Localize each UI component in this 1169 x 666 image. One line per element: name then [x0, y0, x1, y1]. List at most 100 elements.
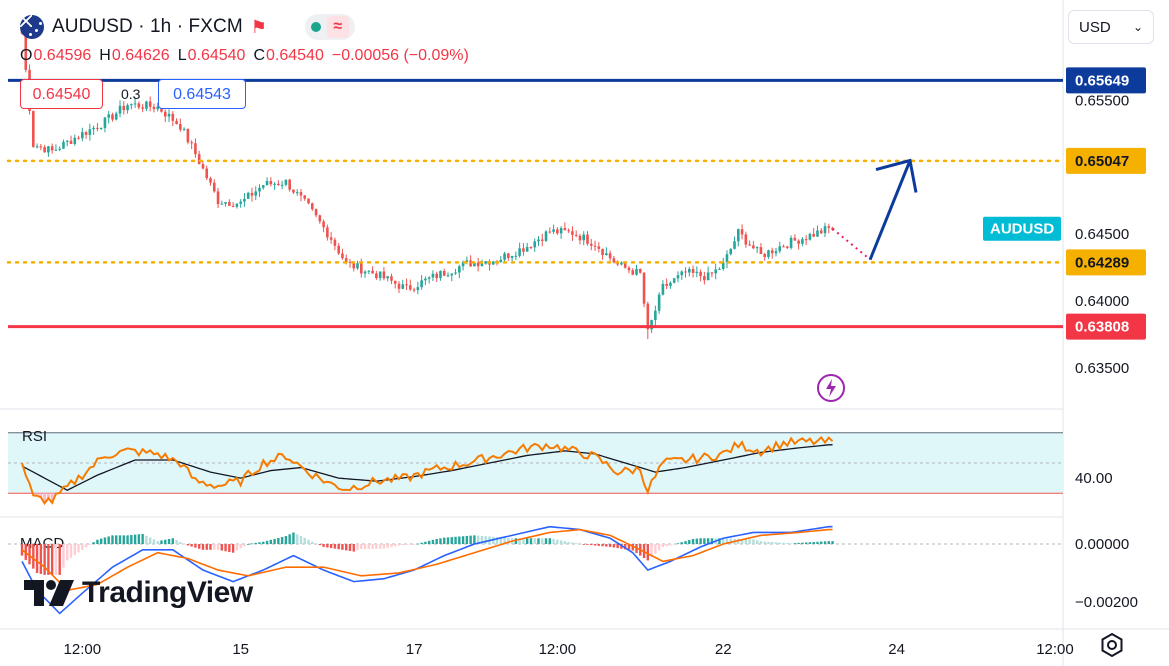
- macd-histogram-bar: [537, 538, 540, 545]
- macd-histogram-bar: [145, 535, 148, 545]
- candle: [386, 276, 389, 282]
- market-flag-icon[interactable]: ⚑: [250, 17, 267, 37]
- currency-select[interactable]: USD ⌄: [1068, 10, 1154, 44]
- candle: [280, 180, 284, 190]
- candle: [99, 127, 103, 131]
- macd-histogram-bar: [386, 544, 389, 548]
- candle: [812, 228, 815, 238]
- macd-histogram-bar: [665, 544, 668, 547]
- macd-histogram-bar: [224, 544, 227, 552]
- macd-histogram-bar: [740, 538, 744, 545]
- candle: [205, 165, 209, 181]
- macd-histogram-bar: [793, 543, 797, 545]
- lightning-alert-icon[interactable]: [816, 373, 846, 403]
- candle: [179, 118, 182, 132]
- level-label-bg: [1066, 249, 1146, 276]
- candle: [571, 226, 574, 241]
- tradingview-logo-icon: [24, 580, 74, 606]
- candle: [488, 259, 491, 271]
- macd-histogram-bar: [484, 536, 487, 545]
- candle: [586, 231, 589, 246]
- macd-histogram-bar: [277, 537, 280, 545]
- macd-histogram-bar: [148, 537, 152, 545]
- settings-gear-icon[interactable]: [1099, 632, 1125, 658]
- symbol-title[interactable]: AUDUSD · 1h · FXCM: [52, 16, 243, 37]
- tradingview-wordmark: TradingView: [82, 576, 253, 609]
- candle: [605, 247, 608, 256]
- candle: [442, 268, 446, 277]
- macd-histogram-bar: [156, 541, 159, 545]
- macd-histogram-bar: [54, 544, 58, 575]
- macd-histogram-bar: [81, 544, 84, 550]
- candle: [427, 276, 431, 284]
- candle: [808, 232, 812, 241]
- candle: [393, 280, 397, 289]
- level-label: 0.65649: [1075, 72, 1129, 89]
- candle: [254, 186, 258, 201]
- macd-histogram-bar: [130, 534, 133, 545]
- macd-histogram-bar: [288, 534, 291, 545]
- candle: [578, 233, 582, 245]
- candle: [246, 191, 250, 199]
- candle: [212, 179, 216, 193]
- macd-histogram-bar: [710, 538, 714, 545]
- macd-histogram-bar: [182, 543, 186, 545]
- sell-button[interactable]: 0.64540: [20, 79, 103, 109]
- candle: [458, 264, 461, 279]
- candle: [220, 200, 224, 205]
- candle: [114, 111, 118, 121]
- market-status-pill[interactable]: ≈: [304, 14, 355, 40]
- macd-histogram-bar: [548, 538, 551, 545]
- macd-histogram-bar: [650, 544, 653, 558]
- macd-histogram-bar: [175, 540, 178, 545]
- candle: [314, 208, 318, 218]
- macd-histogram-bar: [801, 542, 804, 545]
- candle: [137, 101, 141, 110]
- macd-histogram-bar: [265, 540, 269, 545]
- macd-histogram-bar: [586, 544, 589, 545]
- candle: [804, 235, 808, 245]
- candle: [107, 110, 111, 124]
- rsi-line: [21, 435, 834, 506]
- macd-histogram-bar: [823, 541, 827, 545]
- candle: [491, 261, 495, 265]
- macd-histogram-bar: [382, 544, 386, 549]
- candle: [782, 244, 785, 248]
- candle: [50, 143, 54, 154]
- candle: [209, 176, 212, 186]
- candle: [299, 188, 303, 202]
- macd-histogram-bar: [228, 544, 231, 552]
- macd-histogram-bar: [786, 543, 789, 545]
- candle: [665, 278, 668, 290]
- candle: [786, 245, 789, 250]
- macd-histogram-bar: [118, 535, 122, 545]
- macd-histogram-bar: [126, 535, 129, 545]
- candle: [126, 103, 129, 114]
- macd-histogram-bar: [737, 538, 740, 545]
- time-axis-tick: 15: [232, 641, 249, 658]
- candle: [288, 178, 291, 192]
- macd-histogram-bar: [401, 544, 404, 546]
- buy-button[interactable]: 0.64543: [158, 79, 246, 109]
- candle: [522, 243, 525, 256]
- time-axis-tick: 12:00: [539, 641, 577, 658]
- macd-histogram-bar: [32, 544, 35, 569]
- macd-histogram-bar: [669, 544, 672, 546]
- macd-histogram-bar: [258, 542, 261, 545]
- candle: [216, 187, 220, 209]
- candle: [88, 123, 92, 141]
- macd-histogram-bar: [435, 538, 438, 545]
- candle: [620, 261, 623, 266]
- tradingview-logo[interactable]: TradingView: [24, 576, 253, 610]
- macd-histogram-bar: [299, 536, 303, 545]
- candle: [24, 31, 28, 73]
- candle: [484, 261, 488, 265]
- macd-histogram-bar: [141, 533, 144, 545]
- candle: [337, 243, 340, 255]
- candle: [752, 240, 755, 250]
- candle: [797, 239, 800, 250]
- macd-histogram-bar: [684, 541, 687, 545]
- candle: [186, 128, 190, 145]
- macd-histogram-bar: [179, 541, 182, 545]
- time-axis-tick: 12:00: [1036, 641, 1074, 658]
